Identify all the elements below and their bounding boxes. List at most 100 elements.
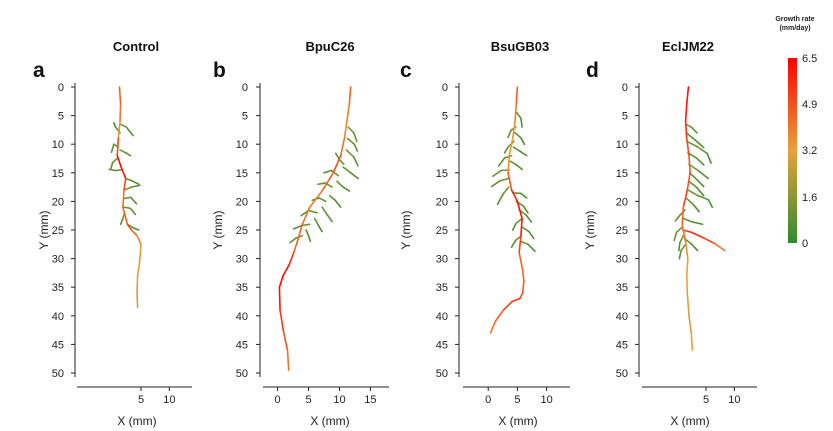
lateral-root-segment xyxy=(687,189,699,197)
main-root-segment xyxy=(686,292,690,317)
lateral-root-segment xyxy=(334,199,342,208)
lateral-root-segment xyxy=(353,143,359,152)
lateral-root-segment xyxy=(697,194,710,201)
main-root-segment xyxy=(278,274,284,289)
y-axis-label: Y (mm) xyxy=(583,210,597,249)
colorbar-unit: (mm/day) xyxy=(779,25,810,32)
lateral-root-segment xyxy=(131,180,140,186)
y-tick-label: 20 xyxy=(52,196,64,208)
main-root-segment xyxy=(521,280,525,294)
main-root-segment xyxy=(308,189,324,208)
lateral-root-segment xyxy=(675,226,684,234)
lateral-root-segment xyxy=(325,212,333,223)
lateral-root-segment xyxy=(321,206,327,214)
x-axis-label: X (mm) xyxy=(670,414,709,428)
lateral-root-segment xyxy=(130,184,141,188)
main-root-segment xyxy=(520,217,523,237)
lateral-root-segment xyxy=(692,204,701,213)
main-root-segment xyxy=(339,137,346,157)
lateral-root-segment xyxy=(123,196,132,200)
y-tick-label: 30 xyxy=(436,254,448,266)
y-tick-label: 10 xyxy=(236,139,248,151)
y-tick-label: 50 xyxy=(616,368,628,380)
lateral-root-segment xyxy=(289,237,297,244)
lateral-root-segment xyxy=(496,193,504,206)
main-root-segment xyxy=(688,154,691,174)
lateral-root-segment xyxy=(126,152,132,157)
y-tick-label: 45 xyxy=(236,339,248,351)
main-root-segment xyxy=(521,269,525,283)
lateral-root-segment xyxy=(674,214,681,222)
lateral-root-segment xyxy=(307,234,312,243)
x-tick-label: 5 xyxy=(703,394,709,406)
lateral-root-segment xyxy=(693,138,705,149)
lateral-root-segment xyxy=(690,242,699,252)
main-root-segment xyxy=(321,172,335,191)
y-tick-label: 5 xyxy=(242,111,248,123)
main-root-segment xyxy=(119,103,122,123)
x-axis-label: X (mm) xyxy=(117,414,156,428)
y-tick-label: 20 xyxy=(616,196,628,208)
y-tick-label: 10 xyxy=(52,139,64,151)
y-tick-label: 35 xyxy=(236,282,248,294)
lateral-root-segment xyxy=(499,177,510,182)
main-root-segment xyxy=(120,166,127,180)
y-tick-label: 5 xyxy=(442,111,448,123)
y-tick-label: 45 xyxy=(616,339,628,351)
plot-area: 0 5 10 15 20 25 30 35 40 45 50 5 10 xyxy=(616,82,757,406)
lateral-root-segment xyxy=(702,237,716,245)
lateral-root-segment xyxy=(511,192,522,195)
lateral-root-segment xyxy=(317,182,327,186)
lateral-root-segment xyxy=(119,149,128,155)
panel-title: EclJM22 xyxy=(662,39,714,54)
y-axis-label: Y (mm) xyxy=(37,210,51,249)
y-tick-label: 15 xyxy=(616,168,628,180)
main-root-segment xyxy=(346,103,351,123)
plot-area: 0 5 10 15 20 25 30 35 40 45 50 0 5 10 xyxy=(436,82,570,406)
lateral-root-segment xyxy=(685,197,695,206)
main-root-segment xyxy=(282,263,291,277)
lateral-root-segment xyxy=(113,122,117,128)
lateral-root-segment xyxy=(678,249,682,260)
colorbar-tick-label: 4.9 xyxy=(802,99,817,111)
main-root-segment xyxy=(685,137,690,157)
main-root-segment xyxy=(518,292,524,300)
lateral-root-segment xyxy=(313,217,320,227)
main-root-segment xyxy=(343,120,348,140)
lateral-root-segment xyxy=(516,111,522,120)
y-tick-label: 35 xyxy=(436,282,448,294)
main-root-segment xyxy=(507,172,513,191)
lateral-root-segment xyxy=(129,207,137,216)
lateral-root-segment xyxy=(690,126,698,134)
lateral-root-segment xyxy=(691,221,704,226)
main-root-segment xyxy=(136,263,141,277)
lateral-root-segment xyxy=(680,243,687,252)
lateral-root-segment xyxy=(525,214,533,223)
lateral-root-segment xyxy=(490,180,501,188)
lateral-root-segment xyxy=(707,198,714,208)
y-tick-label: 25 xyxy=(436,225,448,237)
lateral-root-segment xyxy=(688,180,698,189)
main-root-segment xyxy=(130,229,138,237)
lateral-root-segment xyxy=(130,196,138,205)
main-root-segment xyxy=(118,86,122,105)
y-tick-label: 0 xyxy=(442,82,448,94)
main-root-segment xyxy=(682,189,689,208)
lateral-root-segment xyxy=(696,186,705,197)
y-tick-label: 15 xyxy=(436,168,448,180)
lateral-root-segment xyxy=(114,169,122,172)
main-root-segment xyxy=(123,177,127,191)
x-tick-label: 10 xyxy=(541,394,553,406)
lateral-root-segment xyxy=(520,137,526,145)
panel-title: Control xyxy=(113,39,159,54)
lateral-root-segment xyxy=(132,226,140,231)
y-tick-label: 30 xyxy=(236,254,248,266)
y-tick-label: 50 xyxy=(236,368,248,380)
y-tick-label: 0 xyxy=(58,82,64,94)
main-root-segment xyxy=(301,206,311,226)
main-root-segment xyxy=(116,154,122,168)
x-tick-label: 0 xyxy=(485,394,491,406)
lateral-root-segment xyxy=(514,131,522,139)
lateral-root-segment xyxy=(503,146,509,154)
colorbar-tick-label: 0 xyxy=(802,238,808,250)
